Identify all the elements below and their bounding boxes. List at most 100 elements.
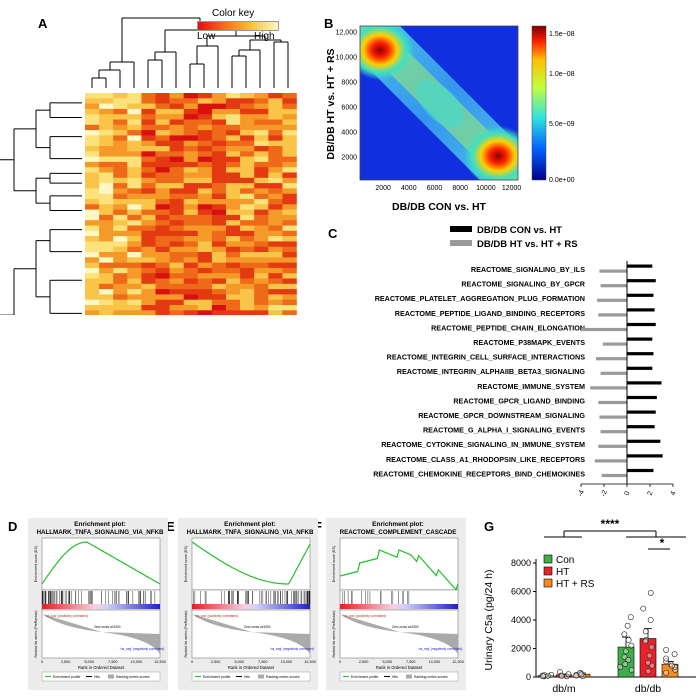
heatmap-cell bbox=[169, 135, 184, 141]
heatmap-cell bbox=[211, 98, 227, 104]
gsea-legend-item: Hits bbox=[392, 675, 398, 679]
heatmap-cell bbox=[127, 310, 142, 315]
heatmap-cell bbox=[282, 119, 297, 126]
heatmap-cell bbox=[169, 230, 184, 237]
heatmap-cell bbox=[113, 161, 128, 168]
heatmap-cell bbox=[99, 199, 114, 205]
heatmap-cell bbox=[99, 299, 114, 306]
heatmap-cell bbox=[240, 193, 255, 200]
heatmap-cell bbox=[127, 124, 142, 131]
heatmap-cell bbox=[183, 135, 199, 141]
heatmap-cell bbox=[226, 299, 241, 306]
nes-bar-con-vs-ht bbox=[627, 308, 655, 312]
heatmap-cell bbox=[211, 209, 227, 216]
heatmap-cell bbox=[211, 130, 227, 136]
heatmap-cell bbox=[99, 220, 114, 226]
heatmap-cell bbox=[254, 209, 269, 216]
heatmap-cell bbox=[85, 98, 100, 104]
gsea-ranking-metric-area bbox=[42, 614, 160, 654]
heatmap-cell bbox=[183, 289, 199, 295]
heatmap-cell bbox=[226, 98, 241, 104]
gsea-gene-set: HALLMARK_TNFA_SIGNALING_VIA_NFKB bbox=[187, 529, 314, 536]
heatmap-cell bbox=[254, 252, 269, 258]
heatmap-cell bbox=[226, 262, 241, 269]
heatmap-cell bbox=[155, 98, 170, 104]
heatmap-cell bbox=[282, 130, 297, 136]
heatmap-cell bbox=[254, 278, 269, 285]
gsea-x-tick: 0 bbox=[191, 660, 193, 664]
heatmap-cell bbox=[155, 124, 170, 131]
gsea-es-ylabel: Enrichment score (ES) bbox=[184, 546, 188, 582]
heatmap-cell bbox=[197, 151, 213, 157]
heatmap-cell bbox=[127, 209, 142, 216]
gsea-metric-ylabel: Ranked list metric (PreRanked) bbox=[184, 610, 188, 657]
gsea-legend-swatch bbox=[108, 674, 114, 679]
heatmap-cell bbox=[268, 241, 283, 247]
density-y-tick: 2000 bbox=[341, 154, 357, 161]
heatmap-cell bbox=[99, 193, 114, 200]
heatmap-cell bbox=[155, 241, 170, 247]
heatmap-cell bbox=[169, 283, 184, 290]
heatmap-cell bbox=[183, 183, 199, 189]
nes-x-tick-label: 2 bbox=[647, 490, 655, 496]
heatmap-cell bbox=[282, 161, 297, 168]
heatmap-cell bbox=[197, 119, 213, 126]
heatmap-cell bbox=[155, 146, 170, 152]
heatmap-cell bbox=[127, 278, 142, 285]
heatmap-cell bbox=[240, 188, 255, 194]
heatmap-cell bbox=[254, 183, 269, 189]
gsea-x-tick: 0 bbox=[339, 660, 341, 664]
heatmap-cell bbox=[141, 273, 156, 279]
heatmap-cell bbox=[197, 167, 213, 173]
nes-bar-ht-vs-htrs bbox=[600, 430, 627, 434]
heatmap-cell bbox=[268, 236, 283, 242]
heatmap-cell bbox=[183, 209, 199, 216]
heatmap-cell bbox=[155, 188, 170, 194]
heatmap-cell bbox=[240, 130, 255, 136]
heatmap-cell bbox=[183, 146, 199, 152]
c5a-y-tick-label: 6000 bbox=[511, 587, 531, 597]
heatmap-cell bbox=[85, 252, 100, 258]
heatmap-cell bbox=[226, 204, 241, 210]
heatmap-cell bbox=[254, 98, 269, 104]
heatmap-cell bbox=[268, 262, 283, 269]
heatmap-cell bbox=[85, 103, 100, 110]
colorbar-tick: 5.0e−09 bbox=[549, 121, 575, 128]
heatmap-cell bbox=[183, 220, 199, 226]
heatmap-cell bbox=[183, 294, 199, 300]
gsea-plot-d: Enrichment plot:HALLMARK_TNFA_SIGNALING_… bbox=[28, 518, 168, 690]
heatmap-cell bbox=[183, 225, 199, 232]
heatmap-cell bbox=[254, 119, 269, 126]
heatmap-cell bbox=[268, 310, 283, 315]
c5a-data-point bbox=[649, 662, 655, 669]
nes-category-label: REACTOME_P38MAPK_EVENTS bbox=[473, 338, 585, 347]
nes-x-tick-label: 4 bbox=[670, 490, 678, 496]
gsea-title: Enrichment plot: bbox=[372, 521, 424, 528]
heatmap-cell bbox=[141, 305, 156, 311]
c5a-y-tick-label: 4000 bbox=[511, 615, 531, 625]
heatmap-cell bbox=[183, 177, 199, 184]
heatmap-cell bbox=[183, 252, 199, 258]
heatmap-cell bbox=[268, 199, 283, 205]
heatmap-cell bbox=[127, 103, 142, 110]
c5a-y-tick-label: 2000 bbox=[511, 644, 531, 654]
gsea-es-ylabel: Enrichment score (ES) bbox=[34, 546, 38, 582]
heatmap-cell bbox=[113, 135, 128, 141]
nes-category-label: REACTOME_INTEGRIN_CELL_SURFACE_INTERACTI… bbox=[387, 353, 586, 362]
heatmap-cell bbox=[226, 151, 241, 157]
nes-bar-con-vs-ht bbox=[627, 279, 656, 283]
heatmap-cell bbox=[99, 135, 114, 141]
heatmap-cell bbox=[99, 262, 114, 269]
heatmap-cell bbox=[85, 267, 100, 274]
heatmap-cell bbox=[197, 241, 213, 247]
heatmap-cell bbox=[169, 188, 184, 194]
heatmap-cell bbox=[240, 124, 255, 131]
heatmap-cell bbox=[169, 167, 184, 173]
density-plot: 2000 2000 4000 4000 6000 6000 8000 8000 10000 10,… bbox=[325, 25, 575, 213]
heatmap-cell bbox=[226, 273, 241, 279]
heatmap-cell bbox=[141, 278, 156, 285]
heatmap-cell bbox=[282, 220, 297, 226]
heatmap-cell bbox=[282, 225, 297, 232]
gsea-legend-item: Enrichment profile bbox=[351, 675, 378, 679]
c5a-data-point bbox=[640, 605, 647, 612]
